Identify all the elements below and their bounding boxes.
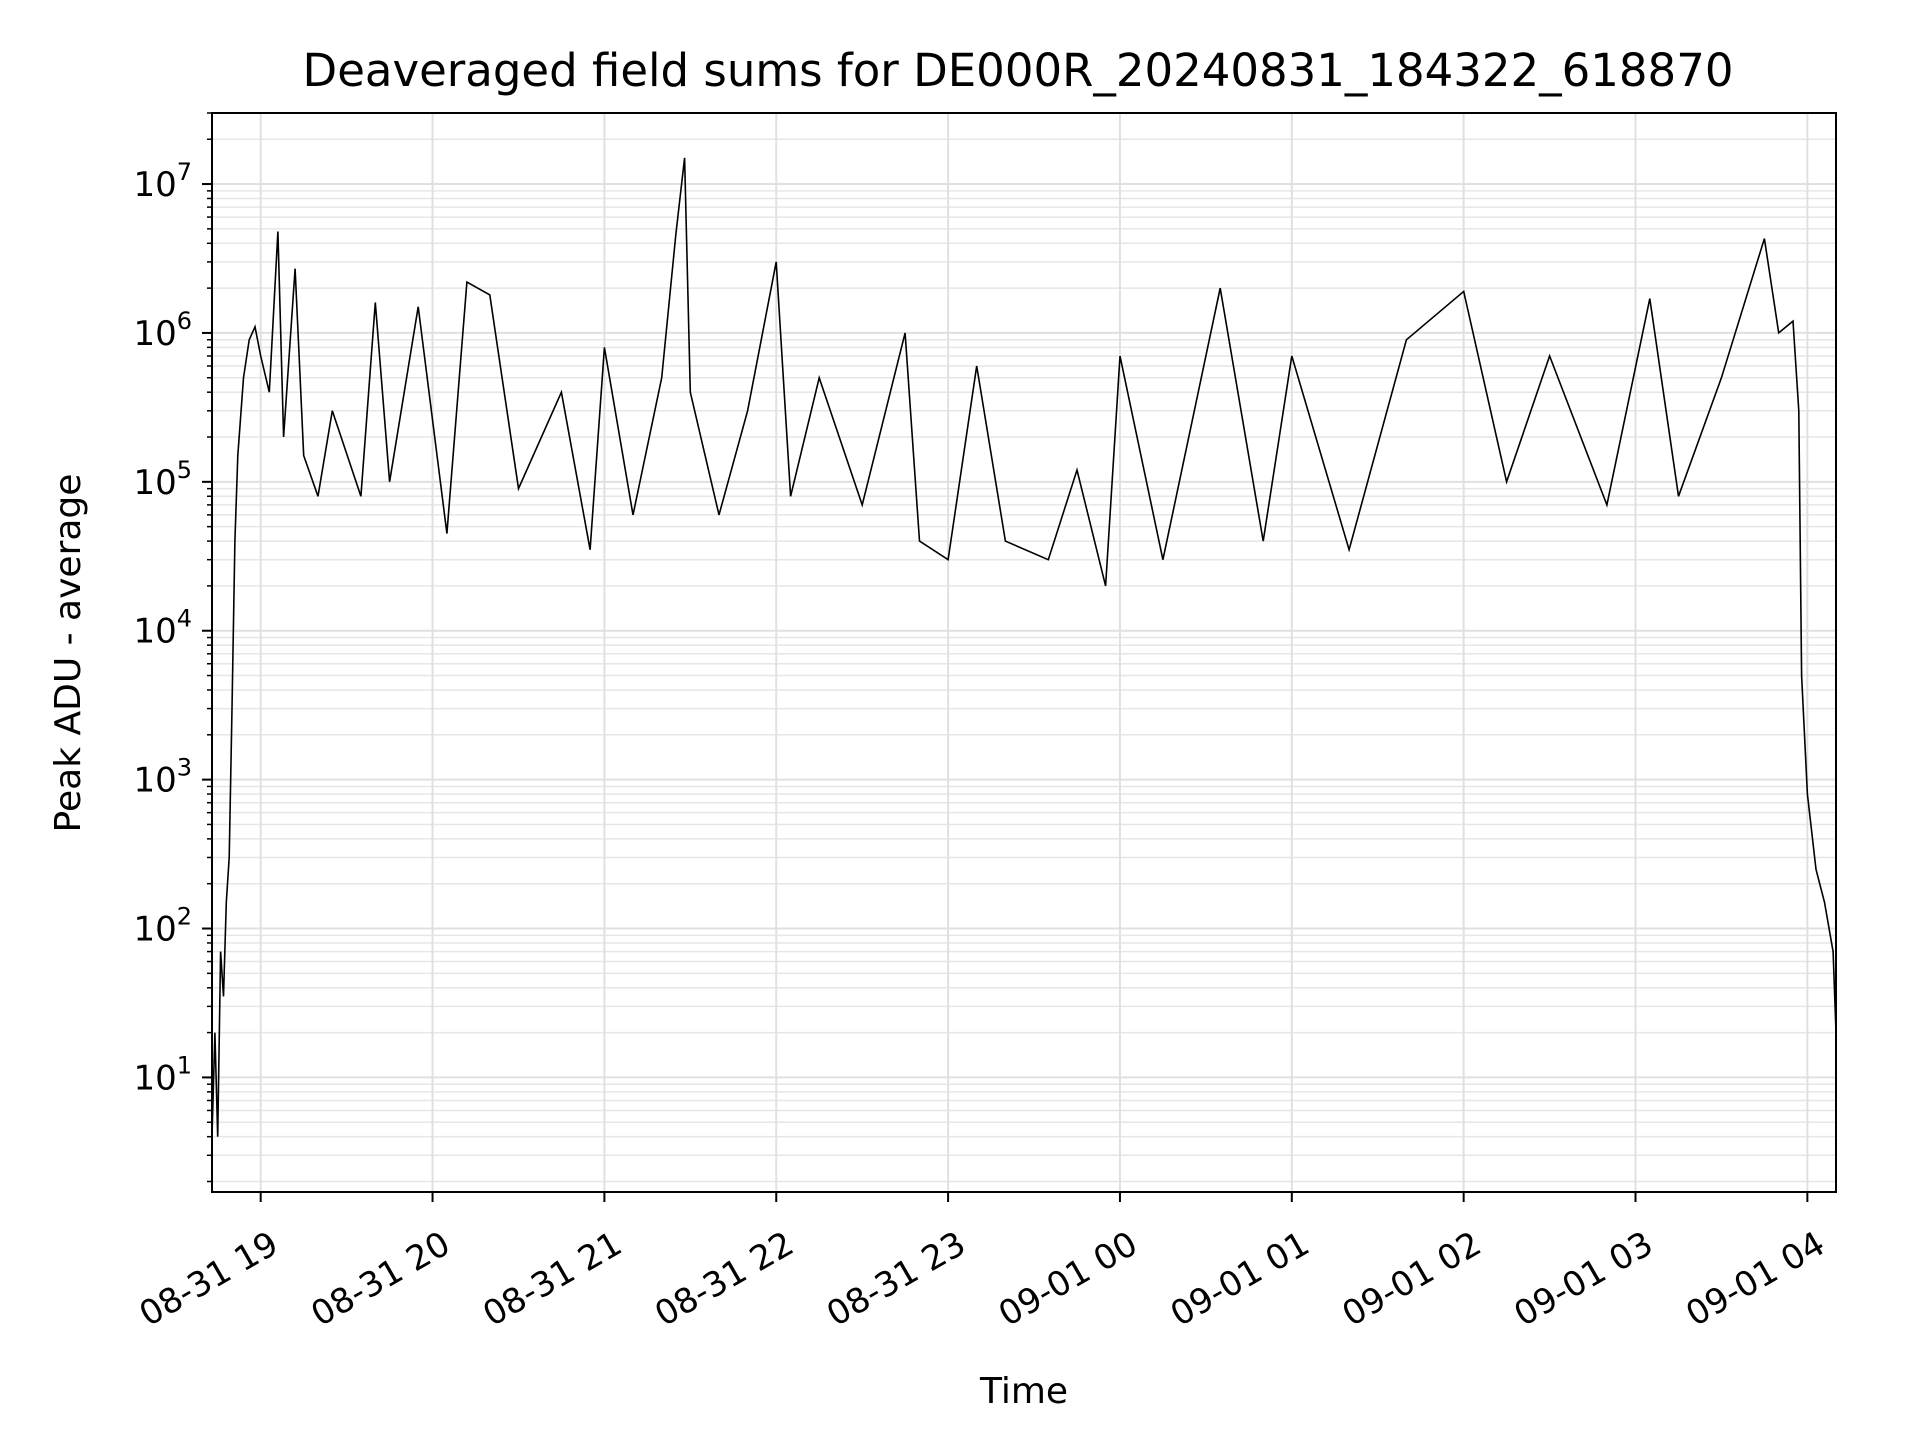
chart-title: Deaveraged field sums for DE000R_2024083… [303,44,1734,97]
grid-layer [212,112,1836,1192]
series-line [212,157,1836,1137]
y-tick-label: 101 [133,1051,192,1098]
y-tick-label: 105 [133,456,192,503]
y-tick-label: 103 [133,754,192,801]
y-tick-label: 102 [133,903,192,950]
x-axis-title: Time [979,1371,1068,1412]
y-axis-title: Peak ADU - average [48,474,89,833]
y-tick-label: 104 [133,605,192,652]
y-axis: 101 102 103 104 105 106 107 [133,112,212,1183]
plot-frame [211,112,1837,1193]
y-tick-label: 106 [133,307,192,354]
y-tick-label: 107 [133,158,192,205]
series-layer [212,157,1836,1137]
